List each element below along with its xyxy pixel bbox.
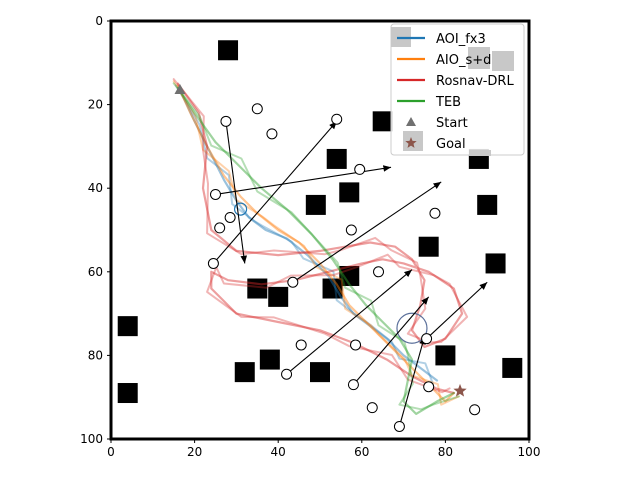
y-tick-label: 40 [88, 181, 103, 195]
pedestrian-marker [295, 339, 307, 351]
dynamic-obstacle [347, 379, 359, 391]
pedestrian-marker [469, 404, 481, 416]
legend-label-start: Start [436, 116, 468, 131]
y-tick-label: 60 [88, 265, 103, 279]
pedestrian-marker [429, 207, 441, 219]
pedestrian-marker [423, 381, 435, 393]
x-tick-label: 60 [354, 445, 369, 459]
static-obstacle [218, 40, 239, 61]
axes-frame [109, 19, 531, 441]
pedestrian-marker [266, 128, 278, 140]
static-obstacle [310, 362, 330, 383]
legend-label-teb: TEB [435, 95, 461, 110]
static-obstacle [234, 362, 255, 383]
dynamic-obstacle [281, 368, 293, 380]
x-tick-label: 0 [107, 445, 115, 459]
dynamic-obstacle [220, 115, 232, 127]
goal-marker [453, 383, 467, 397]
static-obstacle [247, 278, 268, 299]
robot-radius-circle [233, 202, 248, 216]
legend-box [390, 23, 525, 156]
trajectory-aio-s-d [176, 84, 455, 403]
pedestrian-marker [331, 113, 343, 125]
legend-obstacle-shadow [468, 47, 490, 69]
pedestrian-marker [345, 224, 357, 236]
static-obstacle [339, 265, 360, 286]
legend-label-rosnav-drl: Rosnav-DRL [436, 74, 514, 89]
dynamic-obstacle [210, 188, 221, 200]
static-obstacle [485, 253, 506, 274]
static-obstacle [326, 148, 347, 169]
y-tick-label: 80 [88, 348, 103, 362]
static-obstacle [502, 357, 523, 378]
x-tick-label: 20 [187, 445, 202, 459]
robot-radius-circle [396, 312, 428, 344]
trajectory-teb-run [172, 82, 460, 411]
legend-obstacle-shadow [492, 51, 514, 71]
plot-area [117, 40, 523, 432]
axes: 0 0 20 20 40 40 60 60 80 80 100 100 [80, 14, 540, 459]
dynamic-obstacle-arrow [225, 121, 248, 264]
static-obstacle [117, 316, 138, 337]
trajectory-aio-s-d-run [172, 80, 460, 406]
pedestrian-marker [373, 266, 385, 278]
dynamic-obstacle-arrow [426, 281, 488, 340]
pedestrian-marker [214, 222, 226, 234]
static-obstacle [435, 345, 456, 366]
static-obstacle [268, 286, 289, 307]
dynamic-obstacle-arrow [353, 296, 430, 386]
pedestrian-marker [354, 163, 366, 175]
y-tick-label: 20 [88, 98, 103, 112]
start-marker [174, 83, 186, 94]
static-obstacle [117, 383, 138, 404]
pedestrian-marker [251, 103, 263, 115]
legend-label-goal: Goal [436, 137, 466, 152]
pedestrian-marker [350, 339, 362, 351]
trajectory-aoi-fx3-run [174, 84, 434, 385]
trajectory-aoi-fx3 [178, 88, 439, 382]
static-obstacle [418, 236, 439, 257]
dynamic-obstacle [287, 276, 299, 288]
static-obstacle [305, 194, 326, 215]
dynamic-obstacle-arrow [286, 269, 413, 375]
dynamic-obstacle [421, 333, 433, 345]
pedestrian-marker [366, 402, 378, 414]
x-tick-label: 80 [438, 445, 453, 459]
dynamic-obstacle-arrow [398, 336, 426, 427]
dynamic-obstacle-arrow [212, 120, 338, 264]
legend-swatch-goal [405, 137, 417, 148]
legend-swatch-start [406, 117, 416, 126]
static-obstacle [477, 194, 498, 215]
static-obstacle [259, 349, 280, 370]
legend: AOI_fx3 AIO_s+d Rosnav-DRL TEB Start Goal [390, 23, 525, 156]
legend-label-aio-s-d: AIO_s+d [436, 53, 491, 68]
trajectory-rosnav-drl-run [172, 78, 469, 394]
static-obstacle [372, 111, 393, 132]
y-tick-label: 100 [80, 432, 103, 446]
trajectory-rosnav-drl [176, 82, 464, 395]
x-tick-label: 100 [518, 445, 541, 459]
dynamic-obstacle-arrow [292, 181, 442, 283]
static-obstacle [339, 182, 360, 203]
legend-obstacle-shadow [469, 150, 491, 156]
dynamic-obstacle [207, 257, 219, 269]
legend-label-aoi-fx3: AOI_fx3 [436, 32, 486, 47]
x-tick-label: 40 [271, 445, 286, 459]
y-tick-label: 0 [95, 14, 103, 28]
pedestrian-marker [224, 211, 236, 223]
dynamic-obstacle [393, 420, 405, 432]
static-obstacle [322, 278, 343, 299]
